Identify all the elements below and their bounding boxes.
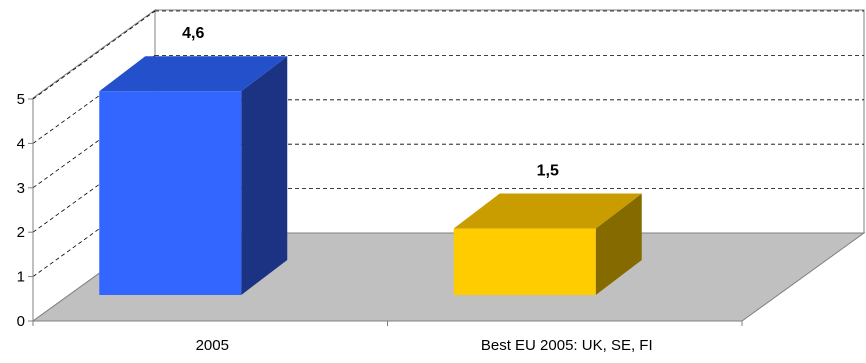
- x-tick-label: 2005: [196, 337, 229, 354]
- y-tick-label: 1: [17, 269, 25, 286]
- y-tick-label: 0: [17, 313, 25, 330]
- bar-top: [99, 56, 288, 92]
- bar: [99, 56, 288, 295]
- bar-side: [595, 193, 642, 295]
- back-wall: [155, 9, 865, 233]
- y-tick-label: 4: [17, 135, 25, 152]
- bar-side: [241, 56, 288, 295]
- gridlines: [32, 10, 864, 277]
- x-tick-label: Best EU 2005: UK, SE, FI: [481, 337, 653, 354]
- data-label: 1,5: [537, 163, 559, 180]
- bar-top: [453, 193, 642, 229]
- bar: [453, 193, 642, 295]
- axes: 0 1 2 3 4 5: [17, 91, 743, 330]
- y-tick-label: 5: [17, 91, 25, 108]
- bar-front: [99, 91, 242, 295]
- bar-front: [453, 228, 596, 295]
- data-label: 4,6: [182, 25, 204, 42]
- bars: [99, 56, 642, 295]
- y-tick-label: 3: [17, 180, 25, 197]
- labels: 2005 Best EU 2005: UK, SE, FI 4,6 1,5: [182, 25, 653, 354]
- y-tick-label: 2: [17, 224, 25, 241]
